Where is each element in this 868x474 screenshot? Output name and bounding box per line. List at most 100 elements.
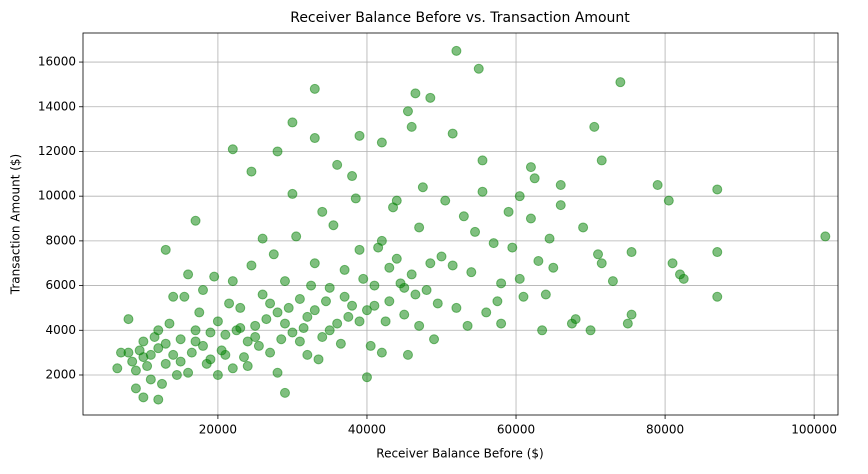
point xyxy=(320,296,331,307)
point xyxy=(492,296,503,307)
point xyxy=(313,354,324,365)
y-tick-label: 6000 xyxy=(45,278,76,292)
point xyxy=(160,358,171,369)
point xyxy=(529,173,540,184)
point xyxy=(235,302,246,313)
point xyxy=(309,83,320,94)
point xyxy=(376,137,387,148)
point xyxy=(145,349,156,360)
x-tick-label: 20000 xyxy=(199,423,237,437)
point xyxy=(227,276,238,287)
point xyxy=(488,238,499,249)
point xyxy=(402,349,413,360)
point xyxy=(171,369,182,380)
point xyxy=(112,363,123,374)
point xyxy=(384,296,395,307)
point xyxy=(209,271,220,282)
point xyxy=(570,314,581,325)
point xyxy=(220,329,231,340)
point xyxy=(503,206,514,217)
point xyxy=(138,336,149,347)
point xyxy=(238,352,249,363)
point xyxy=(663,195,674,206)
point xyxy=(540,289,551,300)
point xyxy=(287,327,298,338)
point xyxy=(235,323,246,334)
point xyxy=(477,186,488,197)
point xyxy=(294,336,305,347)
point xyxy=(317,206,328,217)
point xyxy=(425,92,436,103)
point xyxy=(365,340,376,351)
point xyxy=(406,121,417,132)
point xyxy=(447,260,458,271)
point xyxy=(350,193,361,204)
point xyxy=(309,133,320,144)
point xyxy=(391,195,402,206)
point xyxy=(332,159,343,170)
point xyxy=(399,282,410,293)
point xyxy=(533,255,544,266)
point xyxy=(324,282,335,293)
point xyxy=(429,334,440,345)
point xyxy=(197,340,208,351)
point xyxy=(268,249,279,260)
x-tick-label: 40000 xyxy=(348,423,386,437)
point xyxy=(417,182,428,193)
point xyxy=(596,258,607,269)
point xyxy=(183,269,194,280)
point xyxy=(473,63,484,74)
point xyxy=(339,264,350,275)
point xyxy=(593,249,604,260)
point xyxy=(555,179,566,190)
point xyxy=(332,318,343,329)
point xyxy=(652,179,663,190)
point xyxy=(265,347,276,358)
chart-title: Receiver Balance Before vs. Transaction … xyxy=(290,10,630,26)
y-tick-label: 10000 xyxy=(38,189,76,203)
point xyxy=(376,347,387,358)
point xyxy=(712,291,723,302)
point xyxy=(406,269,417,280)
point xyxy=(466,267,477,278)
point xyxy=(309,258,320,269)
point xyxy=(302,311,313,322)
y-tick-label: 8000 xyxy=(45,233,76,247)
point xyxy=(436,251,447,262)
point xyxy=(242,336,253,347)
point xyxy=(220,349,231,360)
point xyxy=(339,291,350,302)
x-tick-label: 80000 xyxy=(646,423,684,437)
point xyxy=(361,372,372,383)
point xyxy=(477,155,488,166)
point xyxy=(175,356,186,367)
point xyxy=(309,305,320,316)
point xyxy=(451,45,462,56)
point xyxy=(212,369,223,380)
point xyxy=(157,378,168,389)
point xyxy=(369,280,380,291)
point xyxy=(175,334,186,345)
point xyxy=(626,309,637,320)
point xyxy=(578,222,589,233)
point xyxy=(373,242,384,253)
point xyxy=(294,293,305,304)
point xyxy=(607,276,618,287)
point xyxy=(589,121,600,132)
point xyxy=(555,200,566,211)
point xyxy=(361,305,372,316)
point xyxy=(265,298,276,309)
point xyxy=(440,195,451,206)
point xyxy=(279,387,290,398)
point xyxy=(276,334,287,345)
point xyxy=(347,300,358,311)
point xyxy=(414,222,425,233)
point xyxy=(410,289,421,300)
point xyxy=(160,244,171,255)
point xyxy=(138,392,149,403)
point xyxy=(179,291,190,302)
point xyxy=(399,309,410,320)
point xyxy=(447,128,458,139)
point xyxy=(328,220,339,231)
point xyxy=(421,285,432,296)
